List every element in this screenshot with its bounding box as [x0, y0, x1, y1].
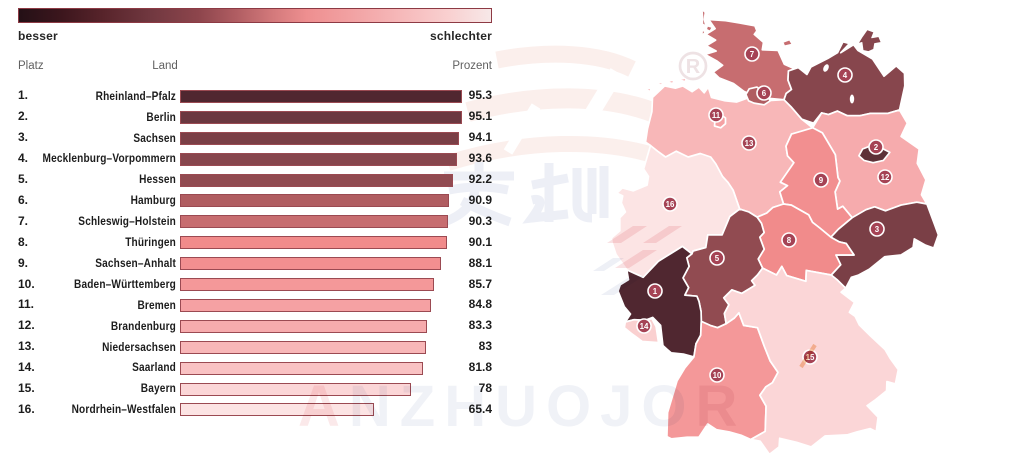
svg-text:13: 13: [745, 139, 754, 148]
svg-text:11: 11: [712, 111, 721, 120]
svg-text:4: 4: [843, 71, 848, 80]
svg-text:2: 2: [874, 143, 879, 152]
svg-text:8: 8: [787, 236, 792, 245]
svg-text:1: 1: [653, 287, 658, 296]
svg-text:3: 3: [875, 225, 880, 234]
svg-text:12: 12: [881, 173, 890, 182]
svg-text:16: 16: [666, 200, 675, 209]
svg-text:7: 7: [750, 50, 755, 59]
svg-text:6: 6: [762, 89, 767, 98]
svg-text:5: 5: [715, 254, 720, 263]
svg-text:9: 9: [819, 176, 824, 185]
svg-text:R: R: [686, 56, 701, 78]
svg-text:15: 15: [806, 353, 815, 362]
svg-text:14: 14: [640, 322, 649, 331]
